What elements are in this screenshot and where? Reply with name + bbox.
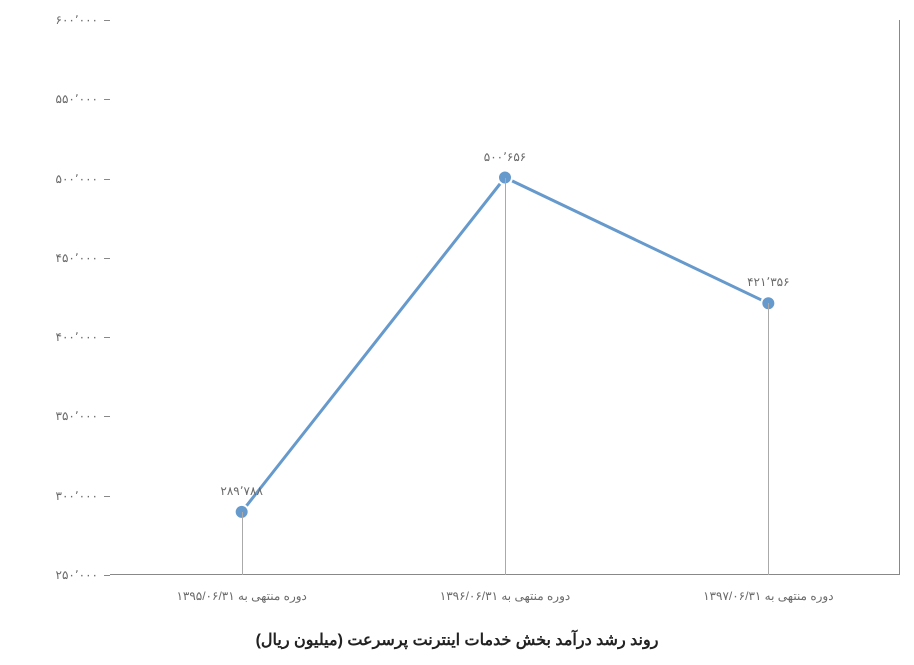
y-tick-label: ۵۵۰٬۰۰۰ (56, 92, 99, 106)
x-tick-label: دوره منتهی به ۱۳۹۵/۰۶/۳۱ (176, 589, 306, 603)
y-tick-mark (104, 179, 110, 180)
y-tick-label: ۵۰۰٬۰۰۰ (56, 172, 99, 186)
y-tick-mark (104, 20, 110, 21)
x-tick-label: دوره منتهی به ۱۳۹۶/۰۶/۳۱ (440, 589, 570, 603)
x-tick-label: دوره منتهی به ۱۳۹۷/۰۶/۳۱ (703, 589, 833, 603)
y-tick-mark (104, 575, 110, 576)
y-tick-label: ۴۵۰٬۰۰۰ (56, 251, 99, 265)
y-tick-mark (104, 416, 110, 417)
y-tick-mark (104, 258, 110, 259)
data-point-label: ۵۰۰٬۶۵۶ (484, 150, 527, 164)
y-tick-mark (104, 337, 110, 338)
chart-container: روند رشد درآمد بخش خدمات اینترنت پرسرعت … (0, 0, 914, 665)
y-tick-label: ۳۵۰٬۰۰۰ (56, 409, 99, 423)
y-tick-label: ۳۰۰٬۰۰۰ (56, 489, 99, 503)
line-series-svg (0, 0, 914, 665)
data-point-label: ۴۲۱٬۳۵۶ (747, 275, 790, 289)
y-tick-label: ۲۵۰٬۰۰۰ (56, 568, 99, 582)
drop-line (768, 303, 769, 575)
y-tick-mark (104, 99, 110, 100)
y-tick-label: ۴۰۰٬۰۰۰ (56, 330, 99, 344)
chart-caption: روند رشد درآمد بخش خدمات اینترنت پرسرعت … (0, 630, 914, 650)
y-tick-label: ۶۰۰٬۰۰۰ (56, 13, 99, 27)
drop-line (242, 512, 243, 575)
data-point-label: ۲۸۹٬۷۸۸ (220, 484, 263, 498)
y-tick-mark (104, 496, 110, 497)
drop-line (505, 178, 506, 575)
